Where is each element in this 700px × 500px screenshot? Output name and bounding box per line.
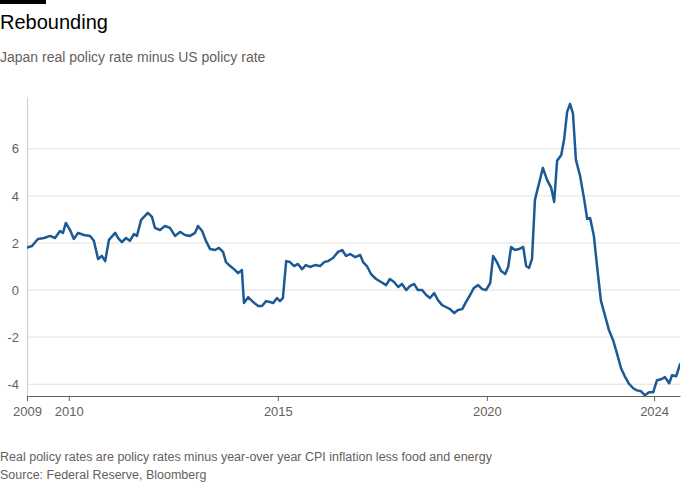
x-tick-mark xyxy=(487,396,488,401)
subtitle: Japan real policy rate minus US policy r… xyxy=(0,49,266,65)
y-tick-label: 4 xyxy=(12,189,19,204)
y-tick: 0 xyxy=(12,283,27,298)
y-tick-label: 6 xyxy=(12,141,19,156)
grid-line xyxy=(27,290,680,291)
x-tick: 2024 xyxy=(640,396,669,419)
grid-line xyxy=(27,242,680,243)
x-tick: 2020 xyxy=(473,396,502,419)
x-tick-label: 2015 xyxy=(264,404,293,419)
y-tick-label: -4 xyxy=(7,377,19,392)
plot-area xyxy=(27,104,680,395)
x-tick-label: 2010 xyxy=(55,404,84,419)
y-axis: -4 -2 0 2 4 6 xyxy=(7,98,27,397)
note: Real policy rates are policy rates minus… xyxy=(0,450,493,464)
title: Rebounding xyxy=(0,11,108,33)
y-tick: 4 xyxy=(12,189,27,204)
x-tick: 2009 xyxy=(13,396,42,419)
x-axis: 2009 2010 2015 2020 2024 xyxy=(13,396,680,419)
x-tick: 2015 xyxy=(264,396,293,419)
x-axis-line xyxy=(28,396,681,397)
series-line xyxy=(27,104,680,395)
y-tick: 6 xyxy=(12,141,27,156)
x-tick-mark xyxy=(27,396,28,401)
y-tick: -4 xyxy=(7,377,27,392)
x-tick-mark xyxy=(69,396,70,401)
grid-line xyxy=(27,148,680,149)
grid-line xyxy=(27,384,680,385)
x-tick-label: 2024 xyxy=(640,404,669,419)
y-tick: 2 xyxy=(12,236,27,251)
x-tick-mark xyxy=(654,396,655,401)
x-tick-label: 2009 xyxy=(13,404,42,419)
grid-line xyxy=(27,195,680,196)
y-tick-label: -2 xyxy=(7,330,19,345)
chart-svg: Rebounding Japan real policy rate minus U… xyxy=(0,0,700,500)
grid-line xyxy=(27,337,680,338)
y-tick-label: 0 xyxy=(12,283,19,298)
y-tick: -2 xyxy=(7,330,27,345)
source: Source: Federal Reserve, Bloomberg xyxy=(0,468,206,482)
header-bar xyxy=(0,0,46,4)
y-tick-label: 2 xyxy=(12,236,19,251)
x-tick-label: 2020 xyxy=(473,404,502,419)
x-tick: 2010 xyxy=(55,396,84,419)
x-tick-mark xyxy=(278,396,279,401)
chart-container: Rebounding Japan real policy rate minus U… xyxy=(0,0,700,500)
